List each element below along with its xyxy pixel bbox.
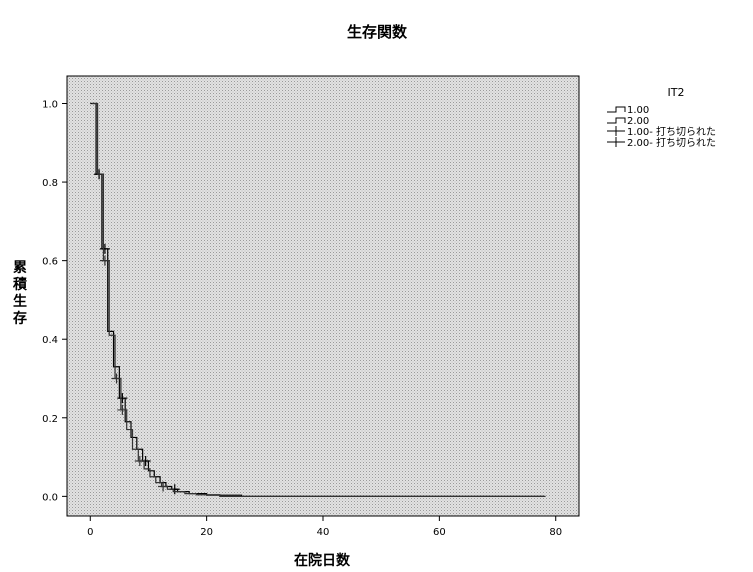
legend-swatch-line [607,117,626,124]
y-tick-label: 0.8 [42,178,58,189]
censor-mark [99,243,110,254]
x-tick-label: 40 [317,527,330,538]
censor-mark [117,393,128,404]
censor-mark [99,255,110,266]
y-tick-label: 0.4 [42,335,58,346]
x-tick-label: 0 [87,527,93,538]
x-tick-label: 20 [200,527,213,538]
legend-entry: 2.00 [627,116,649,127]
x-tick-label: 80 [549,527,562,538]
y-tick-label: 0.6 [42,257,58,268]
censor-mark [111,373,122,384]
legend-entry: 1.00- 打ち切られた [627,125,716,138]
legend-title: IT2 [668,86,685,99]
censor-mark [158,481,169,492]
censor-mark [134,456,145,466]
legend-swatch-censor [607,126,625,136]
y-tick-label: 0.2 [42,414,58,425]
y-axis-label: 累積生存 [12,260,28,327]
y-tick-label: 1.0 [42,100,58,111]
y-tick-label: 0.0 [42,492,58,503]
survival-line-2 [91,102,546,497]
plot-area [66,75,580,517]
legend-swatch-censor [607,137,625,147]
legend-entry: 2.00- 打ち切られた [627,136,716,149]
chart-title: 生存関数 [347,23,408,41]
x-axis: 0 20 40 60 80 [87,516,562,538]
y-axis: 0.0 0.2 0.4 0.6 0.8 1.0 [42,100,67,503]
x-tick-label: 60 [433,527,446,538]
legend-entry: 1.00 [627,105,649,116]
legend-swatch-line [607,106,626,113]
x-axis-label: 在院日数 [294,552,351,569]
series-lines [90,102,546,497]
censor-mark [117,404,128,415]
